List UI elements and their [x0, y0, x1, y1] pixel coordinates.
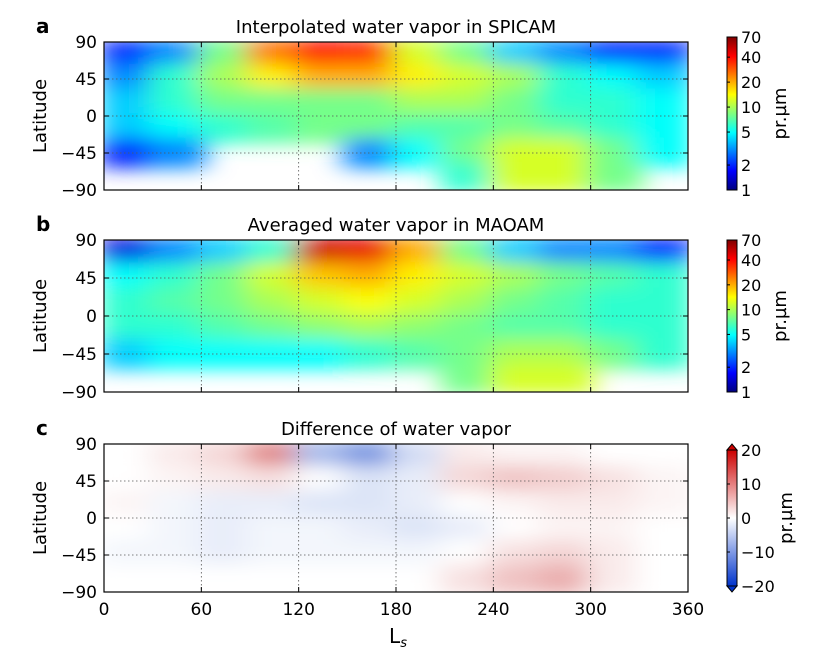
heatmap-cell	[343, 137, 400, 169]
y-tick-label: 90	[75, 435, 97, 455]
colorbar-tick-label: 20	[741, 276, 761, 295]
heatmap-cell	[294, 338, 352, 370]
y-tick-label: −90	[61, 383, 97, 403]
x-tick-label: 240	[477, 600, 509, 620]
heatmap-cell	[538, 162, 595, 190]
colorbar-extend-min	[725, 585, 739, 593]
panel-label: c	[36, 416, 48, 440]
x-axis-label-subscript: s	[400, 636, 407, 651]
colorbar-tick-label: 1	[741, 181, 751, 200]
heatmap-cell	[635, 564, 688, 592]
y-tick-label: −45	[61, 546, 97, 566]
x-tick-label: 120	[282, 600, 314, 620]
colorbar-tick-label: 40	[741, 251, 761, 270]
heatmap-cell	[538, 564, 595, 592]
heatmap-cell	[489, 162, 546, 190]
colorbar-tick-label: 20	[741, 73, 761, 92]
heatmap-cell	[440, 363, 498, 392]
heatmap-cell	[489, 363, 546, 392]
panel-b: 90 45 0 −45 −90 Averaged water vapor in MAOAM…	[30, 212, 791, 403]
panel-title: Difference of water vapor	[281, 419, 512, 440]
colorbar-tick-label: 5	[741, 123, 751, 142]
heatmap-cell	[246, 338, 303, 370]
panel-label: a	[36, 14, 50, 38]
y-tick-label: 45	[75, 472, 97, 492]
y-tick-label: 45	[75, 70, 97, 90]
heatmap-cell	[246, 113, 303, 144]
colorbar-tick-label: 1	[741, 383, 751, 402]
x-tick-label: 180	[380, 600, 412, 620]
colorbar-tick-label: 5	[741, 325, 751, 344]
y-tick-label: −90	[61, 181, 97, 201]
colorbar-tick-label: 2	[741, 156, 751, 175]
colorbar-tick-label: 0	[741, 509, 751, 528]
colorbar	[726, 36, 738, 191]
y-tick-label: 0	[86, 107, 97, 127]
heatmap-field	[104, 240, 688, 392]
y-axis-label: Latitude	[30, 279, 51, 353]
x-tick-label: 360	[672, 600, 704, 620]
y-tick-label: −45	[61, 345, 97, 365]
heatmap-cell	[489, 564, 546, 592]
heatmap-cell	[343, 338, 400, 370]
colorbar-extend-max	[725, 443, 739, 451]
panel-title: Interpolated water vapor in SPICAM	[236, 17, 556, 38]
x-tick-label: 300	[574, 600, 606, 620]
y-tick-label: 45	[75, 269, 97, 289]
colorbar-tick-label: 70	[741, 231, 761, 250]
heatmap-cell	[148, 564, 206, 592]
x-tick-label: 0	[99, 600, 110, 620]
heatmap-cell	[392, 564, 449, 592]
colorbar-label: pr.µm	[770, 88, 791, 140]
colorbar-label: pr.µm	[770, 290, 791, 342]
x-axis-label: Ls	[389, 624, 407, 651]
colorbar-tick-label: 20	[741, 441, 761, 460]
colorbar-tick-label: 10	[741, 301, 761, 320]
colorbar	[726, 239, 738, 393]
colorbar-tick-label: −20	[741, 577, 775, 596]
panel-label: b	[36, 212, 50, 236]
colorbar-tick-label: 40	[741, 48, 761, 67]
heatmap-cell	[586, 338, 644, 370]
heatmap-cell	[440, 162, 498, 190]
heatmap-cell	[586, 564, 644, 592]
y-tick-label: −45	[61, 144, 97, 164]
heatmap-cell	[294, 113, 352, 144]
y-axis-label: Latitude	[30, 481, 51, 555]
y-tick-label: 0	[86, 509, 97, 529]
heatmap	[104, 240, 688, 392]
heatmap-cell	[197, 564, 254, 592]
colorbar-tick-label: 70	[741, 28, 761, 47]
y-tick-label: 90	[75, 33, 97, 53]
colorbar-tick-label: −10	[741, 543, 775, 562]
heatmap-cell	[104, 564, 157, 592]
colorbar-tick-label: 2	[741, 358, 751, 377]
colorbar-tick-label: 10	[741, 98, 761, 117]
y-tick-label: 90	[75, 231, 97, 251]
heatmap-cell	[440, 564, 498, 592]
x-axis-label-main: L	[389, 624, 401, 648]
panel-a: 90 45 0 −45 −90 Interpolated water vapor in S…	[30, 14, 791, 201]
x-tick-label: 60	[191, 600, 213, 620]
colorbar-tick-label: 10	[741, 475, 761, 494]
heatmap-cell	[294, 564, 352, 592]
colorbar-label: pr.µm	[776, 492, 797, 544]
heatmap-cell	[246, 564, 303, 592]
heatmap-cell	[538, 363, 595, 392]
panel-title: Averaged water vapor in MAOAM	[248, 215, 545, 236]
y-axis-label: Latitude	[30, 79, 51, 153]
y-tick-label: −90	[61, 583, 97, 603]
y-tick-label: 0	[86, 307, 97, 327]
heatmap-cell	[343, 564, 400, 592]
heatmap-cell	[197, 113, 254, 144]
heatmap-cell	[586, 162, 644, 190]
